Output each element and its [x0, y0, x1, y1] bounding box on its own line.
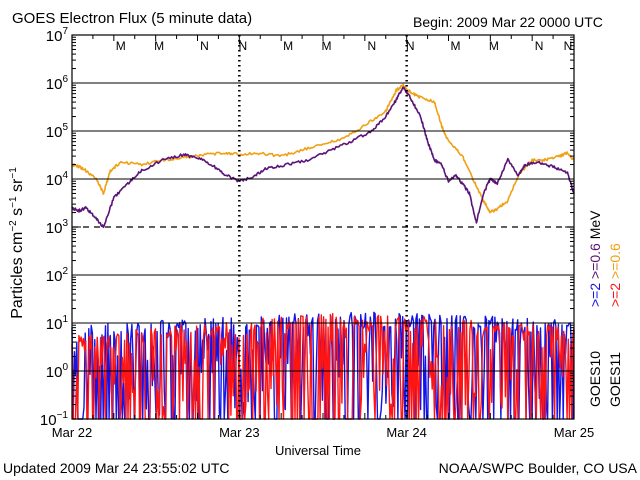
marker-m: M	[489, 39, 499, 53]
begin-time-label: Begin: 2009 Mar 22 0000 UTC	[413, 14, 603, 30]
y-tick-label: 104	[46, 170, 69, 189]
right-energy-label: >=2 >=0.6 MeV	[587, 210, 603, 307]
x-tick-label: Mar 24	[386, 425, 426, 440]
series-line-goes10-0-6-mev	[71, 86, 575, 229]
marker-n: N	[406, 39, 415, 53]
x-axis-label: Universal Time	[275, 443, 361, 458]
series-line-goes11-2-mev	[71, 313, 575, 420]
y-tick-label: 101	[46, 314, 69, 333]
x-tick-label: Mar 25	[554, 425, 594, 440]
marker-n: N	[238, 39, 247, 53]
right-energy-label: >=2 >=0.6	[607, 243, 623, 307]
credit-label: NOAA/SWPC Boulder, CO USA	[439, 460, 638, 476]
marker-n: N	[367, 39, 376, 53]
marker-m: M	[154, 39, 164, 53]
axis-layer: 10−1 100 101 102 103 104 105 106 107 Mar 22 Mar 23…	[40, 26, 594, 440]
y-tick-label: 103	[46, 218, 69, 237]
y-tick-label: 105	[46, 122, 69, 141]
marker-n: N	[564, 39, 573, 53]
marker-m: M	[116, 39, 126, 53]
marker-n: N	[200, 39, 209, 53]
marker-m: M	[321, 39, 331, 53]
y-tick-label: 100	[46, 362, 69, 381]
y-tick-label: 107	[46, 26, 69, 45]
satellite-label: GOES11	[607, 352, 623, 407]
y-tick-label: 106	[46, 74, 69, 93]
x-tick-label: Mar 22	[52, 425, 92, 440]
y-tick-label: 10−1	[40, 410, 69, 429]
marker-m: M	[450, 39, 460, 53]
y-axis-label: Particles cm−2 s−1 sr−1	[8, 167, 26, 319]
x-tick-label: Mar 23	[219, 425, 259, 440]
marker-n: N	[535, 39, 544, 53]
series-line-goes11-0-6-mev	[71, 83, 575, 214]
y-tick-label: 102	[46, 266, 69, 285]
series-layer	[71, 83, 575, 420]
satellite-label: GOES10	[587, 351, 603, 407]
updated-timestamp: Updated 2009 Mar 24 23:55:02 UTC	[3, 460, 229, 476]
chart-title: GOES Electron Flux (5 minute data)	[12, 10, 252, 27]
grid-layer	[72, 35, 574, 419]
right-labels: >=2 >=0.6 MeV>=2 >=0.6 GOES10 GOES11	[587, 210, 623, 407]
marker-m: M	[283, 39, 293, 53]
